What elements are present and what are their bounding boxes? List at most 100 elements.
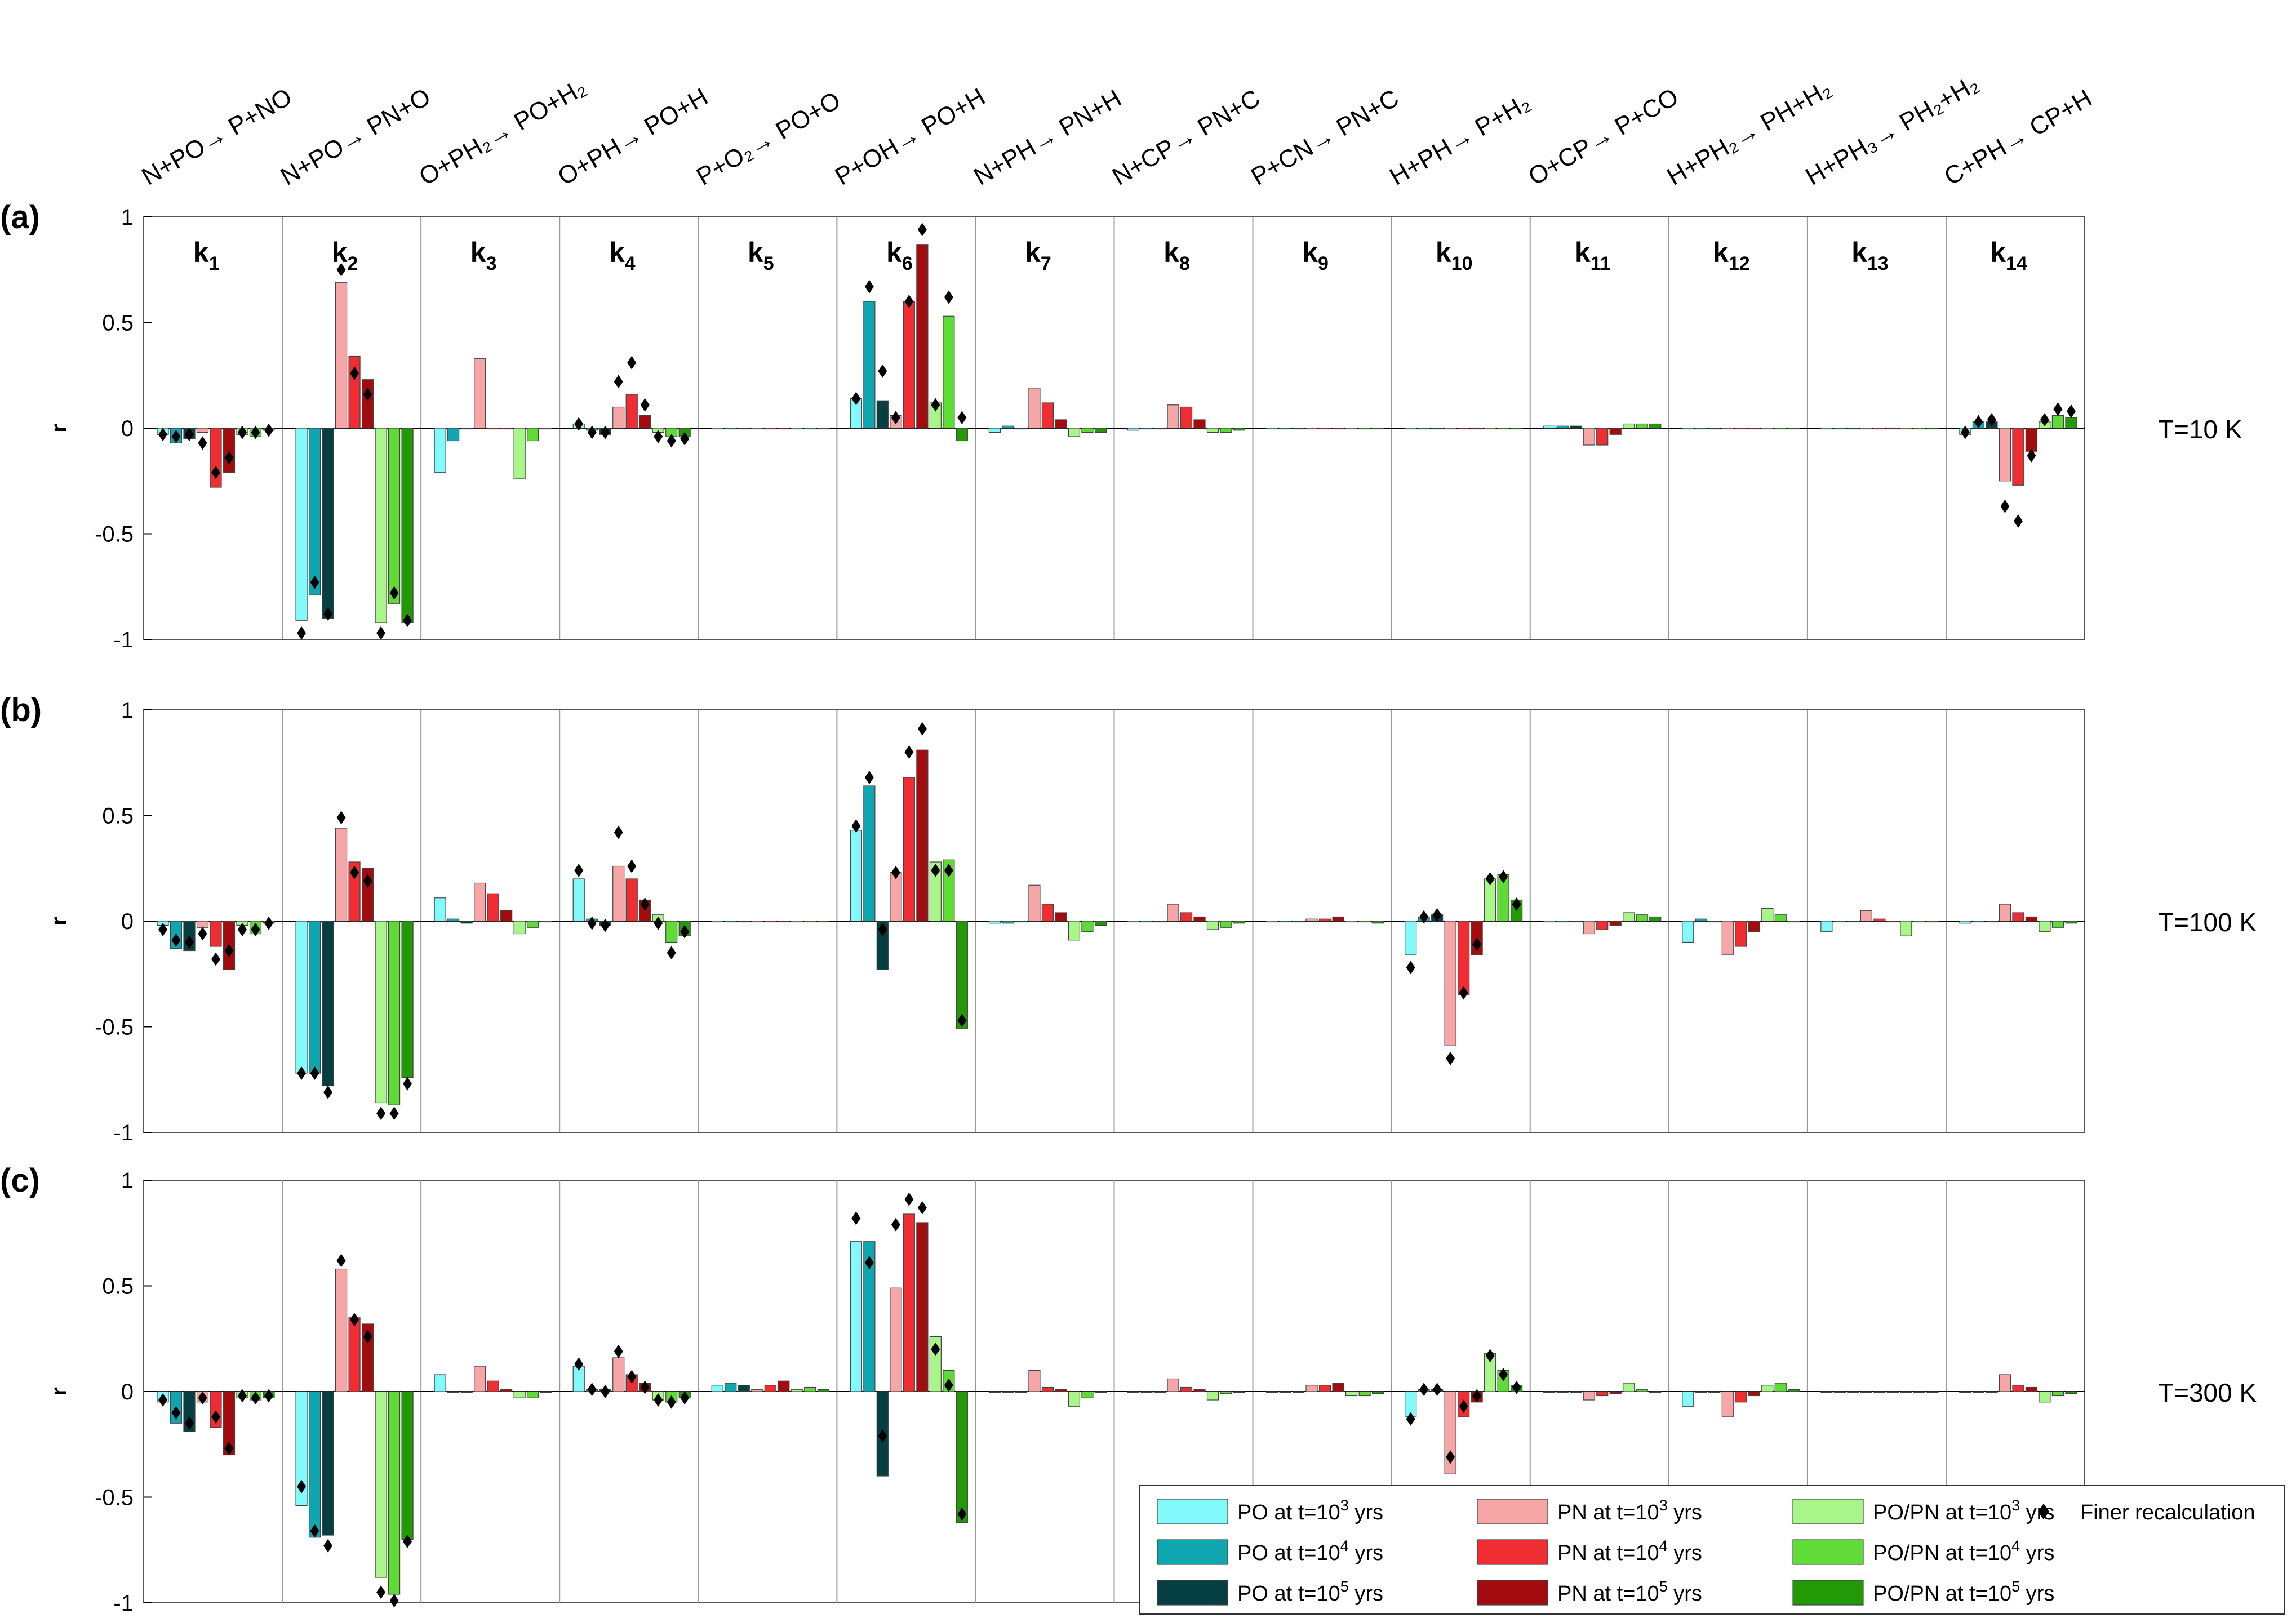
- bar: [1511, 428, 1523, 430]
- bar: [850, 830, 862, 922]
- bar: [1371, 921, 1384, 924]
- bar: [1847, 921, 1859, 923]
- bar: [434, 428, 446, 473]
- k-subscript: 3: [486, 253, 497, 274]
- recalc-marker: [878, 923, 887, 936]
- bar: [361, 379, 374, 429]
- bar: [1886, 428, 1899, 430]
- recalc-marker: [614, 1344, 623, 1358]
- bar: [817, 921, 829, 923]
- bar: [1444, 1391, 1456, 1474]
- bar: [1371, 1391, 1384, 1394]
- bar: [791, 921, 803, 923]
- legend-marker: [2038, 1504, 2049, 1519]
- recalc-marker: [574, 864, 584, 877]
- legend-marker-label: Finer recalculation: [2080, 1501, 2255, 1524]
- bar: [196, 428, 209, 433]
- legend-label-superscript: 5: [1340, 1578, 1349, 1595]
- bar: [1220, 428, 1232, 433]
- bar: [434, 1374, 446, 1392]
- bar: [2065, 417, 2077, 429]
- recalc-marker: [403, 1077, 412, 1091]
- bar: [196, 921, 209, 928]
- legend-label-superscript: 3: [2011, 1497, 2020, 1514]
- bar: [1458, 428, 1470, 430]
- y-tick-label: 1: [121, 205, 134, 230]
- bar: [474, 358, 486, 429]
- bar: [1041, 402, 1054, 429]
- bar: [1233, 1391, 1246, 1393]
- recalc-marker: [403, 1535, 412, 1549]
- bar: [1761, 428, 1774, 430]
- recalc-marker: [2027, 448, 2036, 463]
- bar: [1015, 1391, 1028, 1393]
- y-tick-label: -0.5: [95, 522, 134, 547]
- bar: [460, 428, 473, 430]
- bar: [1761, 908, 1774, 922]
- recalc-marker: [238, 425, 247, 439]
- bar: [791, 1389, 803, 1392]
- bar: [956, 428, 968, 442]
- bar: [1167, 904, 1179, 922]
- bar: [1094, 921, 1107, 926]
- bar: [1345, 1391, 1358, 1397]
- bar: [863, 1241, 876, 1392]
- recalc-marker: [1485, 872, 1495, 886]
- bar: [1721, 921, 1734, 955]
- legend-label-superscript: 5: [1659, 1578, 1668, 1595]
- recalc-marker: [601, 918, 610, 932]
- bar: [791, 428, 803, 430]
- bar: [612, 1357, 625, 1392]
- bar: [1002, 425, 1014, 429]
- bar: [361, 1323, 374, 1392]
- bar: [1636, 423, 1648, 429]
- bar: [447, 428, 460, 442]
- recalc-marker: [957, 1507, 967, 1521]
- k-subscript: 9: [1318, 253, 1329, 274]
- bar: [527, 921, 539, 928]
- legend-label: PO at t=105 yrs: [1237, 1578, 1383, 1606]
- recalc-marker: [2053, 402, 2063, 416]
- recalc-marker: [601, 425, 610, 439]
- k-label: k7: [1025, 237, 1051, 274]
- bar: [1015, 921, 1028, 923]
- bar: [1926, 921, 1939, 923]
- bar: [711, 428, 723, 430]
- recalc-marker: [171, 1406, 181, 1420]
- bar: [929, 861, 942, 922]
- bar: [1543, 425, 1556, 429]
- bar: [348, 1317, 361, 1392]
- bar: [817, 1389, 829, 1392]
- bar: [1596, 1391, 1609, 1397]
- bar: [1959, 921, 1971, 924]
- bar: [1623, 423, 1635, 429]
- y-tick-label: 1: [121, 1168, 134, 1193]
- reaction-label: N+PH→ PN+H: [969, 85, 1126, 191]
- bar: [764, 1385, 776, 1392]
- bar: [487, 428, 499, 430]
- bar: [863, 785, 876, 922]
- recalc-marker: [336, 1253, 346, 1268]
- bar: [1748, 921, 1760, 932]
- bar: [804, 921, 816, 923]
- bar: [1986, 1391, 1998, 1393]
- recalc-marker: [2066, 405, 2076, 418]
- bar: [460, 921, 473, 924]
- bar: [1180, 406, 1193, 429]
- bar: [1959, 1391, 1971, 1393]
- legend-swatch: [1157, 1499, 1228, 1524]
- k-label: k14: [1990, 237, 2027, 274]
- bar: [1695, 428, 1707, 430]
- bar: [1682, 921, 1694, 943]
- bar: [1358, 1391, 1371, 1397]
- bar: [1094, 1391, 1107, 1393]
- recalc-marker: [297, 1066, 307, 1080]
- recalc-marker: [627, 355, 637, 370]
- recalc-marker: [851, 392, 861, 406]
- recalc-marker: [1406, 961, 1415, 975]
- bar: [1774, 428, 1787, 430]
- bar: [751, 921, 763, 923]
- bar: [1094, 428, 1107, 433]
- recalc-marker: [614, 375, 623, 389]
- bar: [1068, 428, 1081, 437]
